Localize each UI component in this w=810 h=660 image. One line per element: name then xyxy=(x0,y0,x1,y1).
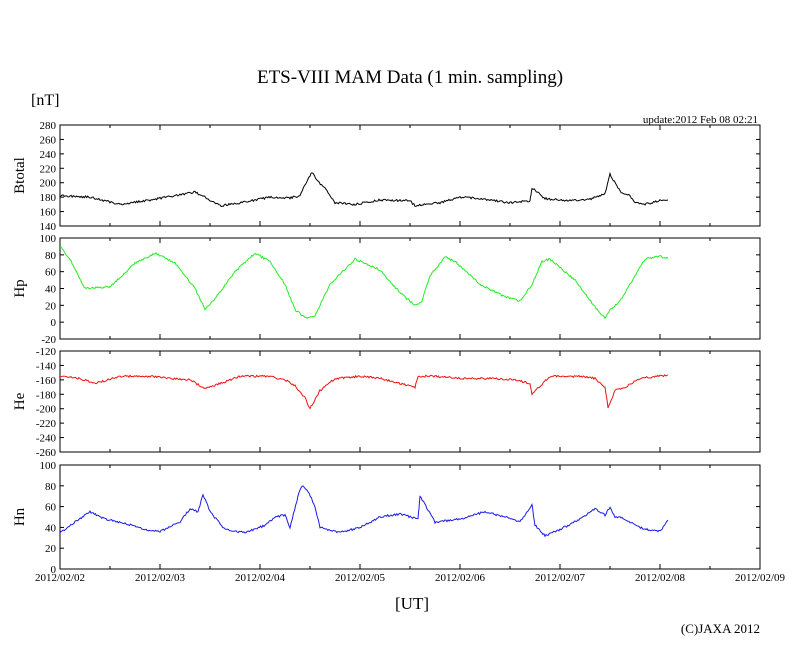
y-axis-label-hn: Hn xyxy=(12,507,28,526)
panel-btotal: 140 160 180 200 220 240 260 280 Btotal xyxy=(12,120,761,233)
copyright-text: (C)JAXA 2012 xyxy=(681,621,760,636)
chart-panels: 140160180200220240260280Btotal-200204060… xyxy=(12,120,761,576)
y-tick-label: 60 xyxy=(45,502,57,514)
y-tick-label: 220 xyxy=(40,163,57,175)
y-tick-label: -160 xyxy=(36,375,57,387)
y-tick-label: 280 xyxy=(40,120,57,132)
update-label: update:2012 Feb 08 02:21 xyxy=(643,114,758,126)
x-tick-labels: 2012/02/02 2012/02/03 2012/02/04 2012/02/05… xyxy=(35,572,786,584)
x-tick-label: 2012/02/03 xyxy=(135,572,186,584)
y-tick-label: -120 xyxy=(36,346,57,358)
series-line-btotal xyxy=(59,171,669,208)
y-tick-label: 0 xyxy=(51,564,57,576)
y-tick-label: -240 xyxy=(36,433,57,445)
y-tick-label: 180 xyxy=(40,192,57,204)
y-tick-label: 0 xyxy=(51,317,57,329)
panel-hp: -20 0 20 40 60 80 100 Hp xyxy=(12,233,761,346)
y-tick-label: 140 xyxy=(40,221,57,233)
y-tick-label: 240 xyxy=(40,149,57,161)
y-tick-label: 80 xyxy=(45,481,57,493)
x-tick-label: 2012/02/09 xyxy=(735,572,786,584)
y-tick-label: 100 xyxy=(40,460,57,472)
x-tick-label: 2012/02/04 xyxy=(235,572,286,584)
y-tick-label: 200 xyxy=(40,178,57,190)
y-tick-label: 20 xyxy=(45,543,57,555)
x-tick-label: 2012/02/05 xyxy=(335,572,386,584)
y-tick-label: -200 xyxy=(36,404,57,416)
x-tick-label: 2012/02/02 xyxy=(35,572,85,584)
series-line-hp xyxy=(60,246,669,320)
y-axis-label-hp: Hp xyxy=(12,279,28,297)
y-tick-label: -260 xyxy=(36,447,57,459)
y-tick-label: 60 xyxy=(45,267,57,279)
x-tick-label: 2012/02/08 xyxy=(635,572,686,584)
y-tick-label: -20 xyxy=(41,334,56,346)
y-tick-label: -140 xyxy=(36,360,57,372)
y-tick-label: 80 xyxy=(45,250,57,262)
series-line-hn xyxy=(59,485,669,538)
panel-frame-btotal xyxy=(59,124,761,227)
y-axis-label-btotal: Btotal xyxy=(12,157,28,194)
y-tick-label: 40 xyxy=(45,284,57,296)
chart-title: ETS-VIII MAM Data (1 min. sampling) xyxy=(257,67,563,88)
y-tick-label: -180 xyxy=(36,389,57,401)
panel-he: -120 -140 -160 -180 -200 -220 -240 -260 He xyxy=(12,346,761,459)
y-tick-label: 260 xyxy=(40,134,57,146)
y-tick-label: 40 xyxy=(45,522,57,534)
y-tick-label: 20 xyxy=(45,300,57,312)
y-tick-label: 100 xyxy=(40,233,57,245)
panel-frame-hp xyxy=(59,237,761,340)
y-axis-label-he: He xyxy=(12,392,28,410)
unit-label: [nT] xyxy=(31,92,59,109)
y-tick-label: 160 xyxy=(40,207,57,219)
panel-frame-he xyxy=(59,350,761,453)
x-axis-label: [UT] xyxy=(395,594,429,613)
panel-hn: 0 20 40 60 80 100 Hn xyxy=(12,460,761,576)
x-tick-label: 2012/02/06 xyxy=(435,572,486,584)
y-tick-label: -220 xyxy=(36,418,57,430)
series-line-he xyxy=(60,374,669,410)
x-tick-label: 2012/02/07 xyxy=(535,572,586,584)
